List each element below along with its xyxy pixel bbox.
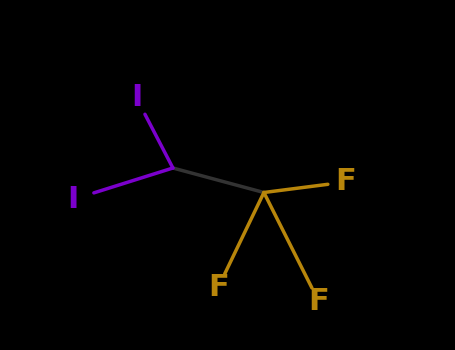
Text: I: I [131,84,142,112]
Text: I: I [67,185,78,214]
Text: F: F [335,168,356,196]
Text: F: F [308,287,329,315]
Text: F: F [208,273,229,301]
